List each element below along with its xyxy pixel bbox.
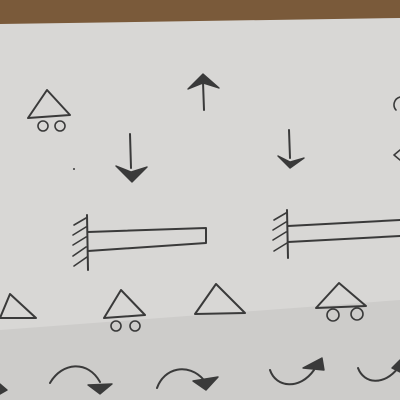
roller-support-symbol-center [103, 289, 146, 332]
moment-arrow-clockwise-1 [49, 365, 113, 395]
roller-support-symbol-right [315, 282, 367, 322]
cantilever-beam-right [272, 209, 400, 259]
paper-shadow [0, 300, 400, 400]
moment-arrow-partial-left [0, 383, 8, 395]
partial-symbol-edge [393, 149, 400, 161]
pencil-dot [73, 168, 75, 170]
roller-support-symbol [27, 89, 71, 132]
moment-arrow-counterclockwise-right [357, 359, 400, 382]
downward-force-arrow [115, 133, 148, 183]
paper-sheet [0, 18, 400, 400]
downward-force-arrow-small [277, 129, 305, 169]
pin-support-symbol-center [194, 283, 246, 315]
moment-arrow-counterclockwise [269, 357, 325, 386]
cantilever-beam-left [72, 214, 207, 271]
partial-circle-edge [393, 96, 400, 111]
upward-force-arrow [187, 73, 220, 111]
pin-support-symbol-left [0, 293, 37, 319]
moment-arrow-clockwise-2 [156, 368, 219, 391]
